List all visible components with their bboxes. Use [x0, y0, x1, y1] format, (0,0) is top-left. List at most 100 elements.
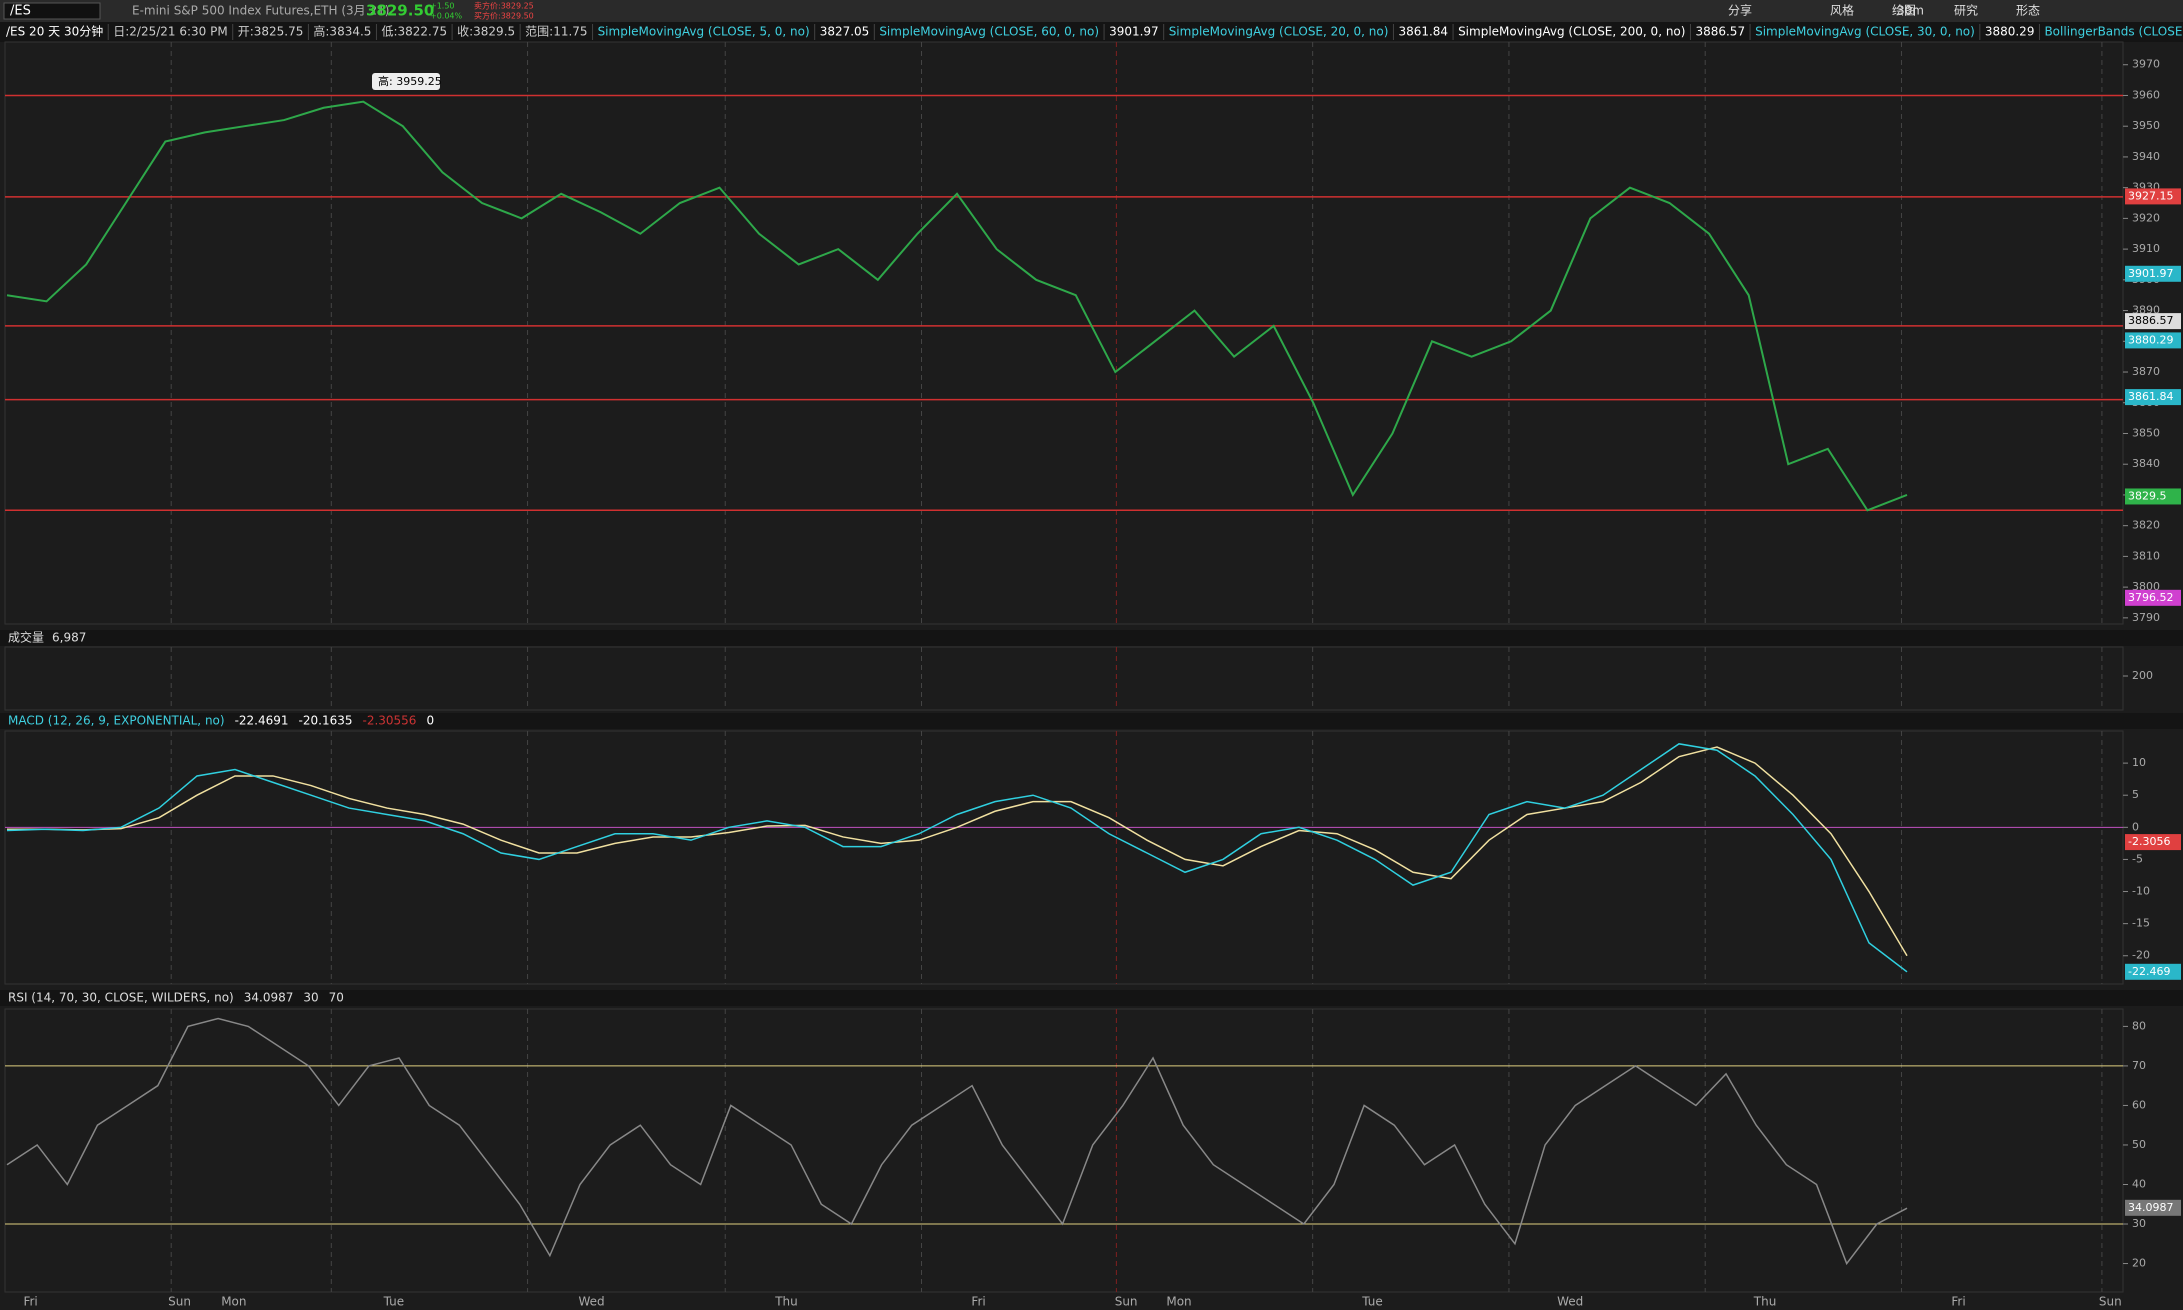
rsi-header-item: RSI (14, 70, 30, CLOSE, WILDERS, no)	[8, 991, 234, 1005]
y-tick-label: 20	[2132, 1257, 2146, 1270]
symbol-box[interactable]	[3, 2, 101, 20]
y-tick-label: 3790	[2132, 611, 2160, 624]
toolbar-button[interactable]: 分享	[1728, 3, 1752, 18]
toolbar-button[interactable]: 风格	[1830, 3, 1854, 18]
price-tag-label: 3901.97	[2128, 267, 2174, 280]
price-tag	[2125, 313, 2181, 330]
toolbar-button[interactable]: 绘图	[1892, 3, 1916, 18]
high-note: 高: 3959.25	[378, 74, 442, 88]
x-tick-label: Mon	[221, 1295, 246, 1309]
y-tick-label: 3940	[2132, 150, 2160, 163]
price-tag-label: 3861.84	[2128, 390, 2174, 403]
symbol[interactable]: /ES	[10, 4, 31, 19]
x-tick-label: Sun	[1115, 1295, 1138, 1309]
study-header	[0, 22, 2183, 42]
header-item: SimpleMovingAvg (CLOSE, 20, 0, no)	[1169, 25, 1389, 39]
x-tick-label: Thu	[1753, 1295, 1777, 1309]
y-tick-label: 30	[2132, 1217, 2146, 1230]
macd-header-item: MACD (12, 26, 9, EXPONENTIAL, no)	[8, 714, 225, 728]
pane	[4, 1008, 2124, 1293]
y-tick-label: -5	[2132, 852, 2143, 865]
price-tag	[2125, 1199, 2181, 1216]
price-tag-label: 3886.57	[2128, 314, 2174, 327]
rsi-header-item: 70	[329, 991, 344, 1005]
y-tick-label: 3870	[2132, 365, 2160, 378]
x-tick-label: Tue	[1361, 1295, 1383, 1309]
y-tick-label: 3850	[2132, 426, 2160, 439]
rsi-header-item: 30	[303, 991, 318, 1005]
change: +1.50	[430, 2, 455, 11]
header-item: 开:3825.75	[238, 25, 304, 39]
macd-header-item: -2.30556	[362, 714, 416, 728]
y-tick-label: 3840	[2132, 457, 2160, 470]
header-item: SimpleMovingAvg (CLOSE, 30, 0, no)	[1755, 25, 1975, 39]
price-tag-label: 3927.15	[2128, 189, 2174, 202]
price-tag-label: 3880.29	[2128, 333, 2174, 346]
price-tag	[2125, 265, 2181, 282]
x-tick-label: Thu	[774, 1295, 798, 1309]
x-tick-label: Mon	[1166, 1295, 1191, 1309]
rsi-line	[6, 1017, 1908, 1266]
y-tick-label: 5	[2132, 788, 2139, 801]
header-item: 3901.97	[1109, 25, 1159, 39]
y-tick-label: -15	[2132, 917, 2150, 930]
toolbar-button[interactable]: 形态	[2016, 4, 2040, 18]
y-tick-label: 0	[2132, 820, 2139, 833]
toolbar	[0, 0, 2183, 22]
price-tag	[2125, 332, 2181, 349]
y-tick-label: 10	[2132, 756, 2146, 769]
header-item: 范围:11.75	[525, 25, 587, 39]
macd-header	[0, 713, 2183, 729]
x-tick-label: Tue	[383, 1295, 405, 1309]
pane-value: 6,987	[52, 631, 86, 645]
rsi-header	[0, 990, 2183, 1006]
price-tag-label: 3829.5	[2128, 489, 2167, 502]
y-tick-label: 3950	[2132, 119, 2160, 132]
high-note-box	[372, 73, 440, 90]
price-line	[6, 100, 1908, 512]
header-item: 3827.05	[820, 25, 870, 39]
macd-header-item: -22.4691	[235, 714, 289, 728]
header-item: /ES 20 天 30分钟	[6, 24, 103, 39]
y-tick-label: 200	[2132, 669, 2153, 682]
price-tag	[2125, 963, 2181, 980]
macd-header-item: 0	[426, 714, 434, 728]
x-tick-label: Sun	[168, 1295, 191, 1309]
price-tag-label: 3796.52	[2128, 591, 2174, 604]
y-tick-label: 3970	[2132, 58, 2160, 71]
header-item: SimpleMovingAvg (CLOSE, 5, 0, no)	[598, 25, 810, 39]
y-tick-label: -20	[2132, 949, 2150, 962]
x-tick-label: Sun	[2099, 1295, 2122, 1309]
pane	[4, 730, 2124, 985]
macd-value-line	[6, 743, 1908, 973]
macd-header-item: -20.1635	[299, 714, 353, 728]
pane	[4, 41, 2124, 625]
price-tag-label: -22.469	[2128, 965, 2170, 978]
x-tick-label: Wed	[1557, 1295, 1583, 1309]
toolbar-button[interactable]: 研究	[1954, 3, 1978, 18]
ask: 卖方价:3829.25	[474, 1, 534, 11]
price-tag	[2125, 488, 2181, 505]
price-tag	[2125, 834, 2181, 851]
price-tag	[2125, 188, 2181, 205]
header-item: 高:3834.5	[313, 24, 371, 39]
pane	[4, 646, 2124, 711]
y-tick-label: 60	[2132, 1098, 2146, 1111]
timeframe[interactable]: 30m	[1897, 4, 1924, 18]
price-tag-label: 34.0987	[2128, 1201, 2174, 1214]
y-tick-label: 3960	[2132, 88, 2160, 101]
header-item: 3861.84	[1398, 25, 1448, 39]
y-tick-label: 70	[2132, 1059, 2146, 1072]
x-tick-label: Fri	[23, 1295, 37, 1309]
y-tick-label: 50	[2132, 1138, 2146, 1151]
bid: 买方价:3829.50	[474, 11, 534, 21]
pane-title: 成交量	[8, 630, 44, 645]
header-item: SimpleMovingAvg (CLOSE, 200, 0, no)	[1458, 25, 1685, 39]
y-tick-label: -10	[2132, 885, 2150, 898]
y-tick-label: 3820	[2132, 519, 2160, 532]
price-tag-label: -2.3056	[2128, 835, 2170, 848]
header-item: 低:3822.75	[381, 25, 447, 39]
